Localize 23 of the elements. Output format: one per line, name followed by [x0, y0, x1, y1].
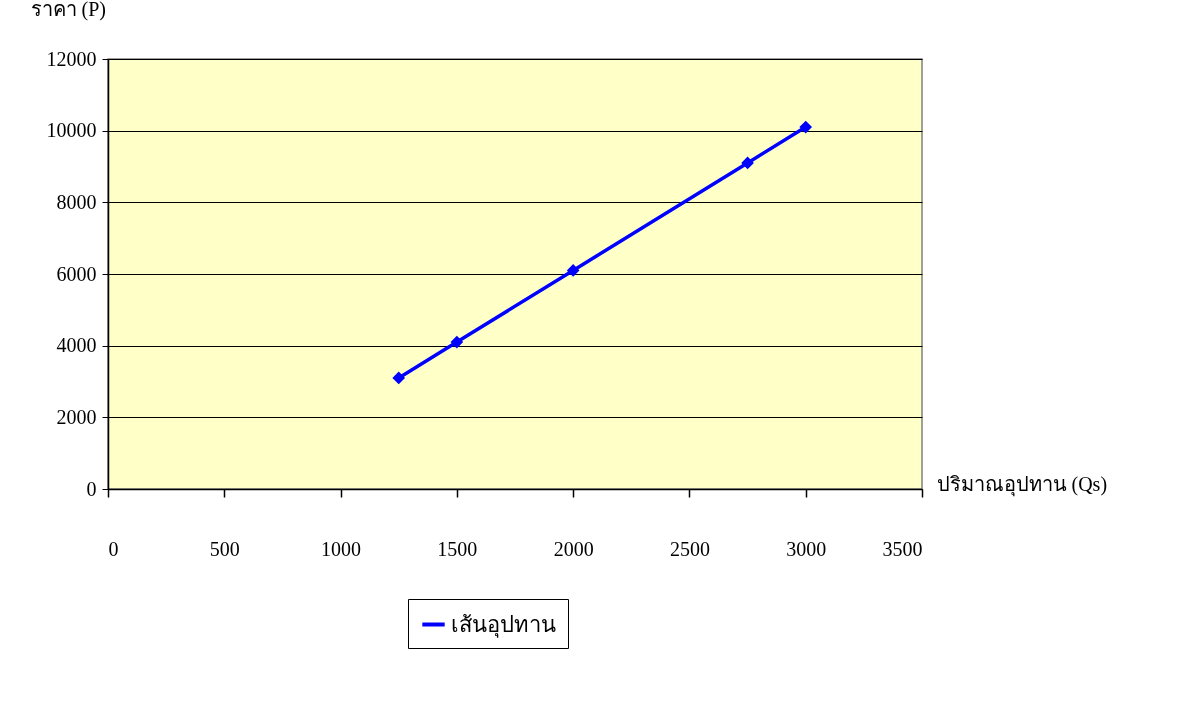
x-tick-label: 2000: [553, 537, 594, 560]
y-tick-label: 10000: [46, 119, 97, 142]
point: [741, 156, 754, 170]
x-tick-label: 1000: [321, 537, 362, 560]
y-tick-label: 4000: [56, 334, 97, 357]
y-axis-title: ราคา (P): [30, 0, 106, 21]
y-tick-label: 0: [86, 477, 97, 500]
x-tick-label: 3000: [786, 537, 827, 560]
x-axis-title: ปริมาณอุปทาน (Qs): [936, 472, 1108, 497]
x-tick-label: 2500: [669, 537, 710, 560]
point: [566, 264, 580, 277]
x-tick-label: 1500: [437, 537, 478, 560]
point: [392, 371, 406, 385]
y-tick-label: 6000: [56, 262, 97, 285]
x-tick-label: 500: [209, 537, 240, 560]
x-tick-label: 0: [108, 537, 119, 560]
legend-label: เส้นอุปทาน: [451, 611, 556, 638]
y-tick-label: 2000: [56, 405, 97, 428]
x-tick-label: 3500: [882, 537, 923, 560]
y-tick-label: 12000: [46, 47, 97, 70]
point: [799, 120, 813, 134]
point: [450, 335, 464, 349]
y-tick-label: 8000: [56, 190, 97, 213]
